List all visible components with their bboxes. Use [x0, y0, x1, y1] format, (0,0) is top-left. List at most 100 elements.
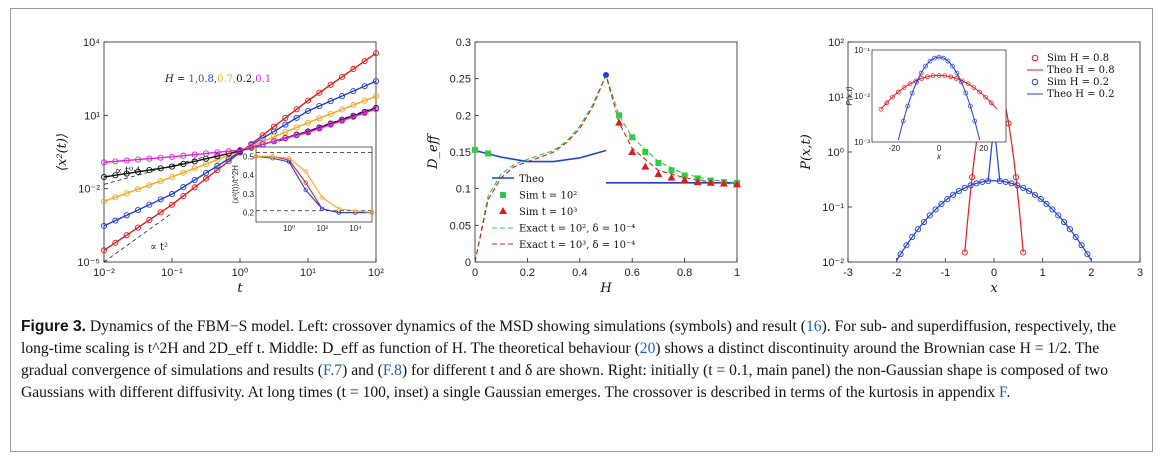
middle-ylabel: D_eff: [426, 132, 441, 170]
middle-sim-t1e2-point: [616, 112, 623, 119]
left-series-point: [191, 165, 198, 172]
left-series-point: [214, 166, 221, 174]
left-series-point: [327, 110, 334, 117]
right-xtick-label: 0: [991, 267, 997, 279]
right-ytick-label: 10⁻¹: [822, 202, 844, 214]
left-annotation: ∝ t²: [150, 242, 168, 253]
left-inset-xtick: 10⁴: [349, 224, 362, 233]
middle-sim-t1e3-point: [719, 179, 728, 187]
left-series-point: [168, 153, 176, 160]
left-series-point: [350, 102, 357, 109]
left-series-point: [350, 65, 357, 73]
left-inset-point: [270, 154, 275, 159]
left-series-point: [338, 73, 346, 80]
caption-text: ) and (: [342, 362, 383, 379]
left-series-point: [180, 169, 187, 176]
left-series-point: [157, 196, 164, 203]
right-inset-red-point: [971, 85, 977, 90]
right-xtick-label: -3: [843, 267, 853, 279]
right-sim-h02-point: [950, 191, 957, 198]
right-ytick-label: 10¹: [828, 92, 844, 104]
right-inset-red-point: [988, 100, 994, 106]
right-inset-red-point: [965, 81, 971, 87]
middle-sim-t1e3-point: [693, 178, 702, 186]
left-series-point: [134, 186, 142, 193]
right-inset-red-point: [977, 89, 982, 95]
middle-peak-point: [603, 72, 609, 78]
caption-text: ). For sub- and superdiffusion, respecti…: [21, 318, 1117, 357]
caption-ref[interactable]: F.8: [382, 362, 402, 379]
left-series-point: [214, 149, 221, 156]
left-legend-entry: 0.2,: [236, 74, 255, 85]
caption-ref[interactable]: 20: [639, 340, 656, 357]
left-series-line: [103, 80, 377, 227]
right-sim-h02-point: [1078, 242, 1085, 249]
right-inset-ytick: 10⁻²: [854, 92, 870, 101]
right-inset-red-point: [890, 94, 895, 100]
left-ylabel: ⟨x²(t)⟩: [55, 133, 70, 171]
left-inset-point: [369, 210, 375, 215]
left-series-point: [338, 117, 346, 124]
left-series-line: [103, 108, 377, 163]
right-xtick-label: 2: [1088, 267, 1094, 279]
left-series-point: [180, 184, 187, 191]
left-legend-entry: 1,: [188, 74, 198, 85]
right-ytick-label: 10⁻²: [822, 257, 844, 269]
middle-legend-label: Exact t = 10³, δ = 10⁻⁴: [519, 240, 635, 251]
right-inset-red-point: [959, 78, 965, 84]
right-sim-h02-point: [1049, 206, 1056, 213]
left-series-point: [157, 165, 164, 172]
right-theo-h02-line: [896, 180, 1092, 261]
left-series-point: [304, 97, 312, 104]
right-sim-h02-point: [1014, 182, 1021, 189]
left-series-point: [248, 144, 255, 151]
middle-legend-label: Sim t = 10²: [519, 191, 577, 202]
left-ytick-label: 10⁻²: [78, 184, 100, 196]
middle-sim-t1e2-point: [485, 150, 492, 157]
left-series-point: [361, 109, 368, 117]
left-series-point: [146, 216, 153, 223]
left-inset-xtick: 10⁰: [283, 224, 295, 233]
left-series-point: [146, 167, 153, 174]
middle-legend-label: Sim t = 10³: [519, 207, 577, 218]
right-inset-red-point: [948, 74, 953, 80]
right-sim-h02-point: [909, 233, 916, 240]
left-series-point: [316, 89, 323, 96]
left-series-point: [191, 158, 198, 165]
right-inset-red-point: [884, 100, 890, 106]
right-xtick-label: 1: [1040, 267, 1046, 279]
left-series-point: [372, 106, 380, 113]
left-series-point: [112, 217, 119, 224]
middle-exact-t1e3-line: [474, 73, 738, 263]
middle-legend-label: Exact t = 10², δ = 10⁻⁴: [519, 224, 635, 235]
right-sim-h02-point: [1072, 233, 1079, 240]
right-inset-red-point: [919, 76, 924, 81]
left-series-point: [168, 191, 176, 198]
middle-exact-t1e2-line: [474, 73, 738, 263]
right-sim-h02-point: [1043, 200, 1050, 208]
left-series-point: [316, 125, 323, 132]
left-inset-point: [303, 187, 308, 193]
caption-ref[interactable]: F.7: [322, 362, 343, 379]
right-legend-label: Sim H = 0.2: [1047, 77, 1109, 88]
right-inset-red-point: [942, 73, 948, 79]
left-inset-point: [286, 156, 292, 161]
right-inset-blue-point: [900, 118, 906, 124]
caption-ref[interactable]: F: [999, 384, 1007, 401]
left-inset-ytick: 0.5: [243, 152, 255, 161]
right-inset-red-point: [983, 94, 988, 100]
left-series-point: [282, 135, 289, 142]
left-series-point: [361, 97, 368, 104]
left-series-point: [361, 58, 368, 65]
right-sim-h02-point: [955, 188, 963, 195]
middle-sim-t1e3-point: [615, 118, 624, 126]
right-inset-red-point: [925, 74, 930, 80]
middle-sim-t1e2-point: [629, 134, 636, 141]
left-series-point: [304, 107, 312, 115]
left-series-point: [338, 93, 346, 100]
left-legend-entry: 0.8,: [198, 74, 217, 85]
caption-ref[interactable]: 16: [805, 318, 822, 335]
middle-sim-t1e2-point: [655, 160, 662, 166]
caption-text: .: [1006, 384, 1011, 401]
middle-ytick-label: 0.25: [450, 74, 471, 86]
